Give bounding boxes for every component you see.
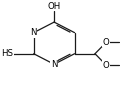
Text: HS: HS	[1, 49, 13, 58]
Text: N: N	[30, 28, 37, 37]
Text: OH: OH	[48, 1, 61, 10]
Text: O: O	[103, 38, 110, 47]
Text: O: O	[103, 61, 110, 70]
Text: N: N	[51, 60, 57, 69]
